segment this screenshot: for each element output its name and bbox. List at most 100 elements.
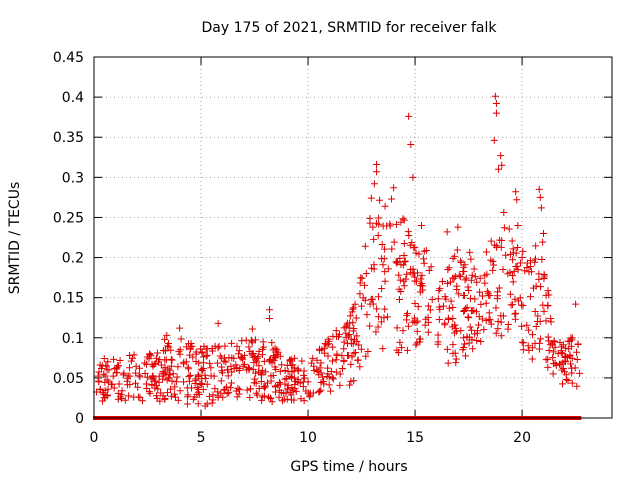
data-point [164, 340, 172, 348]
data-point [477, 300, 485, 308]
data-point [216, 352, 224, 360]
data-point [182, 343, 190, 351]
data-point [411, 273, 419, 281]
data-point [487, 320, 495, 328]
data-point [176, 346, 184, 354]
data-point [449, 349, 457, 357]
data-point [536, 317, 544, 325]
data-point [466, 248, 474, 256]
y-tick-label: 0.35 [53, 130, 84, 146]
data-point [372, 219, 380, 227]
data-point [345, 324, 353, 332]
data-point [536, 339, 544, 347]
data-point [324, 364, 332, 372]
data-point [290, 396, 298, 404]
data-point [414, 303, 422, 311]
data-point [559, 350, 567, 358]
data-point [540, 307, 548, 315]
data-point [304, 378, 312, 386]
data-point [287, 391, 295, 399]
data-point [152, 392, 160, 400]
data-point [381, 245, 389, 253]
data-point [502, 251, 510, 259]
data-point [384, 265, 392, 273]
data-point [325, 381, 333, 389]
data-point [151, 360, 159, 368]
data-point [400, 216, 408, 224]
data-point [403, 309, 411, 317]
data-point [404, 322, 412, 330]
data-point [460, 334, 468, 342]
data-point [177, 335, 185, 343]
data-point [306, 391, 314, 399]
data-point [540, 229, 548, 237]
data-point [159, 346, 167, 354]
data-point [524, 342, 532, 350]
data-point [447, 297, 455, 305]
data-point [492, 304, 500, 312]
data-point [198, 366, 206, 374]
data-point [220, 386, 228, 394]
data-point [377, 318, 385, 326]
data-point [462, 274, 470, 282]
data-point [424, 328, 432, 336]
data-point [406, 241, 414, 249]
data-point [267, 377, 275, 385]
data-point [321, 349, 329, 357]
data-point [547, 314, 555, 322]
data-point [412, 318, 420, 326]
data-point [477, 337, 485, 345]
data-point [161, 335, 169, 343]
data-point [191, 379, 199, 387]
data-point [243, 386, 251, 394]
data-point [209, 347, 217, 355]
data-point [441, 293, 449, 301]
data-point [118, 387, 126, 395]
data-point [490, 261, 498, 269]
data-point [482, 248, 490, 256]
data-point [218, 369, 226, 377]
data-point [451, 252, 459, 260]
data-point [447, 278, 455, 286]
data-point [434, 295, 442, 303]
data-point [532, 282, 540, 290]
data-point [544, 302, 552, 310]
data-point [455, 271, 463, 279]
data-point [347, 360, 355, 368]
data-point [375, 214, 383, 222]
data-point [534, 312, 542, 320]
data-point [516, 294, 524, 302]
data-point [351, 349, 359, 357]
y-tick-label: 0.05 [53, 371, 84, 387]
data-point [356, 363, 364, 371]
data-point [366, 322, 374, 330]
data-point [171, 383, 179, 391]
data-point [466, 323, 474, 331]
data-point [188, 384, 196, 392]
data-point [559, 380, 567, 388]
data-point [262, 368, 270, 376]
data-point [562, 344, 570, 352]
data-point [540, 272, 548, 280]
data-point [335, 331, 343, 339]
data-point [544, 363, 552, 371]
data-point [227, 379, 235, 387]
data-point [332, 327, 340, 335]
data-point [535, 185, 543, 193]
data-point [332, 368, 340, 376]
data-point [552, 361, 560, 369]
data-point [288, 373, 296, 381]
data-point [441, 319, 449, 327]
data-point [514, 244, 522, 252]
data-point [550, 338, 558, 346]
data-point [537, 335, 545, 343]
data-point [558, 343, 566, 351]
data-point [417, 275, 425, 283]
data-point [400, 252, 408, 260]
data-point [396, 338, 404, 346]
data-point [513, 262, 521, 270]
data-point [453, 246, 461, 254]
data-point [366, 300, 374, 308]
